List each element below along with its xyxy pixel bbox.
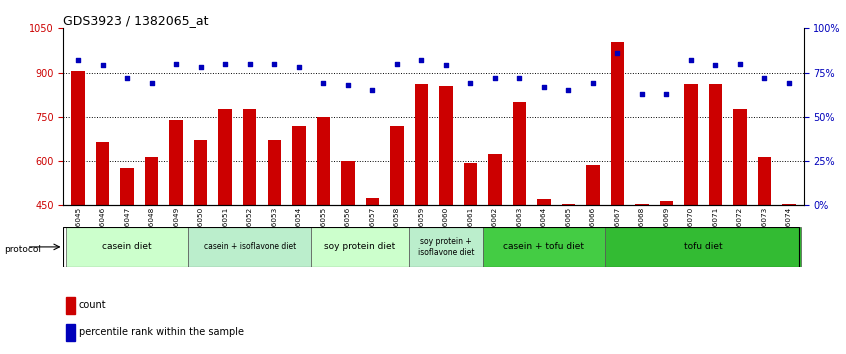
Bar bbox=[605, 227, 801, 267]
Bar bbox=[96, 142, 109, 338]
Bar bbox=[464, 162, 477, 338]
Point bbox=[390, 61, 404, 67]
Bar bbox=[684, 84, 698, 338]
Bar bbox=[292, 126, 305, 338]
Point bbox=[783, 80, 796, 86]
Point bbox=[267, 61, 281, 67]
Point bbox=[169, 61, 183, 67]
Bar bbox=[758, 156, 772, 338]
Text: tofu diet: tofu diet bbox=[684, 242, 722, 251]
Bar bbox=[66, 297, 75, 314]
Point bbox=[243, 61, 256, 67]
Point bbox=[758, 75, 772, 81]
Point bbox=[415, 57, 428, 63]
Point bbox=[316, 80, 330, 86]
Bar bbox=[586, 165, 600, 338]
Text: casein + isoflavone diet: casein + isoflavone diet bbox=[204, 242, 296, 251]
Bar bbox=[169, 120, 183, 338]
Point bbox=[635, 91, 649, 97]
Bar bbox=[341, 161, 354, 338]
Bar bbox=[189, 227, 311, 267]
Bar bbox=[709, 84, 722, 338]
Point bbox=[439, 63, 453, 68]
Point bbox=[611, 50, 624, 56]
Point bbox=[586, 80, 600, 86]
Bar bbox=[513, 102, 526, 338]
Bar bbox=[562, 204, 575, 338]
Bar bbox=[311, 227, 409, 267]
Bar bbox=[66, 227, 189, 267]
Point bbox=[537, 84, 551, 90]
Bar bbox=[482, 227, 605, 267]
Bar bbox=[243, 109, 256, 338]
Bar bbox=[120, 169, 134, 338]
Point bbox=[709, 63, 722, 68]
Text: casein + tofu diet: casein + tofu diet bbox=[503, 242, 585, 251]
Point bbox=[488, 75, 502, 81]
Text: GDS3923 / 1382065_at: GDS3923 / 1382065_at bbox=[63, 14, 209, 27]
Point bbox=[120, 75, 134, 81]
Bar bbox=[145, 156, 158, 338]
Bar bbox=[783, 204, 796, 338]
Bar bbox=[537, 199, 551, 338]
Point bbox=[292, 64, 305, 70]
Point bbox=[513, 75, 526, 81]
Point bbox=[145, 80, 158, 86]
Bar bbox=[71, 71, 85, 338]
Point bbox=[562, 87, 575, 93]
Point bbox=[684, 57, 698, 63]
Bar bbox=[218, 109, 232, 338]
Text: percentile rank within the sample: percentile rank within the sample bbox=[79, 327, 244, 337]
Bar bbox=[66, 324, 75, 341]
Text: soy protein diet: soy protein diet bbox=[324, 242, 396, 251]
Point bbox=[660, 91, 673, 97]
Bar bbox=[409, 227, 482, 267]
Bar bbox=[316, 117, 330, 338]
Bar bbox=[611, 42, 624, 338]
Point bbox=[71, 57, 85, 63]
Text: soy protein +
isoflavone diet: soy protein + isoflavone diet bbox=[418, 237, 474, 257]
Bar bbox=[660, 201, 673, 338]
Point bbox=[464, 80, 477, 86]
Text: protocol: protocol bbox=[4, 245, 41, 254]
Point bbox=[365, 87, 379, 93]
Point bbox=[218, 61, 232, 67]
Bar bbox=[390, 126, 404, 338]
Bar bbox=[488, 154, 502, 338]
Bar bbox=[733, 109, 747, 338]
Bar bbox=[194, 141, 207, 338]
Point bbox=[194, 64, 207, 70]
Bar bbox=[439, 86, 453, 338]
Point bbox=[341, 82, 354, 88]
Bar bbox=[365, 198, 379, 338]
Text: count: count bbox=[79, 301, 107, 310]
Bar bbox=[635, 204, 649, 338]
Bar bbox=[267, 141, 281, 338]
Point bbox=[96, 63, 109, 68]
Bar bbox=[415, 84, 428, 338]
Text: casein diet: casein diet bbox=[102, 242, 152, 251]
Point bbox=[733, 61, 747, 67]
